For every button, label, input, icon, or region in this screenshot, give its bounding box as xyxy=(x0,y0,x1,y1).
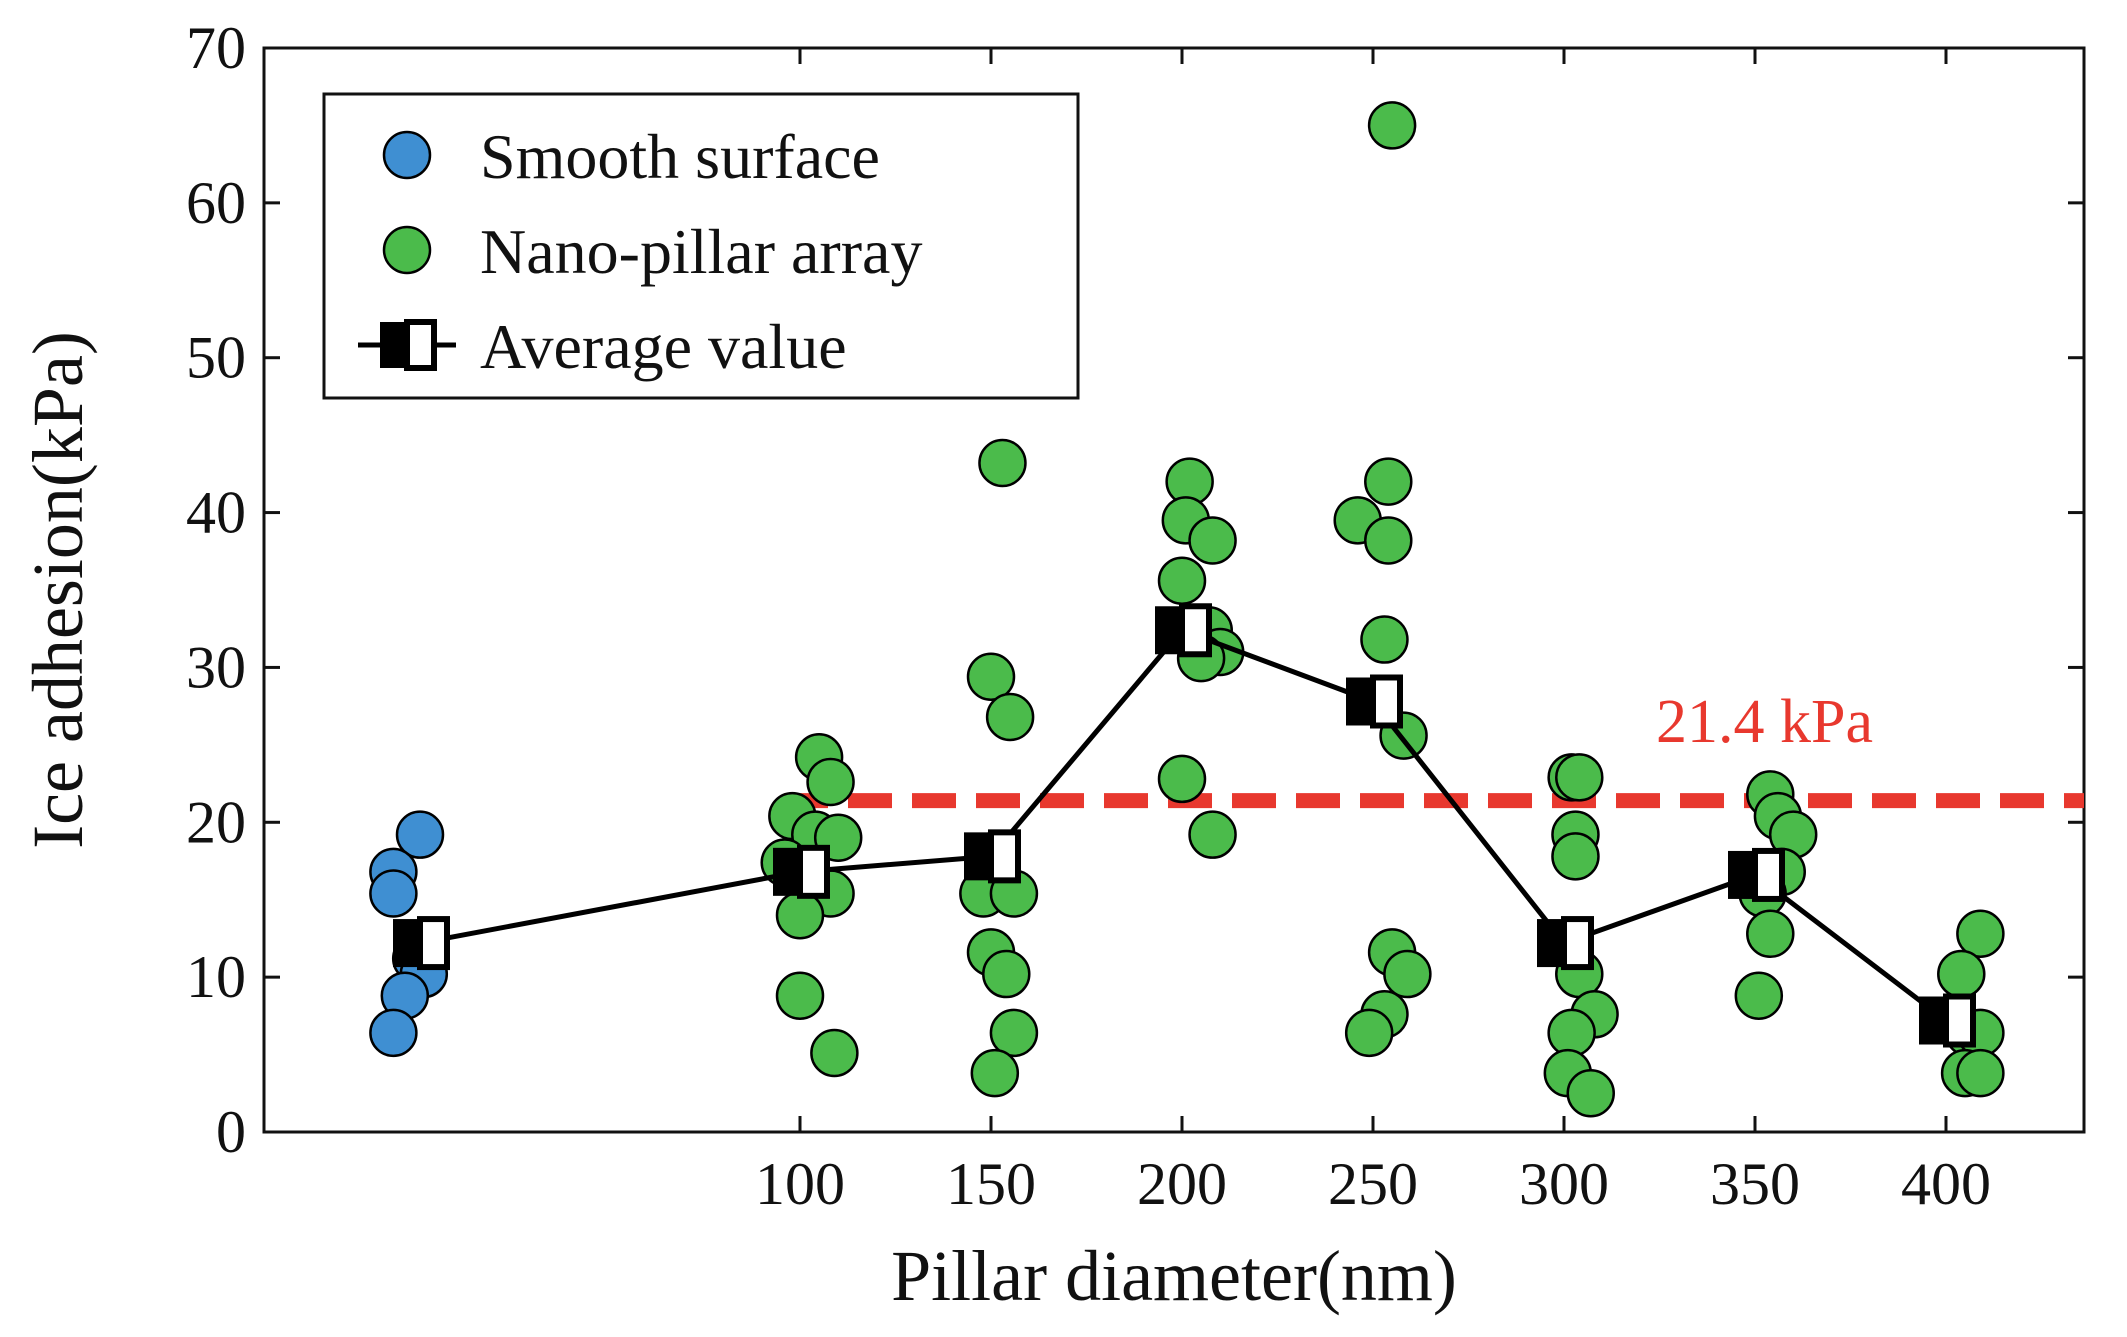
average-marker-left-half xyxy=(1919,996,1946,1045)
average-marker-left-half xyxy=(1346,677,1373,726)
x-tick-label: 350 xyxy=(1710,1151,1800,1217)
average-markers xyxy=(393,603,1976,1048)
average-value-marker xyxy=(773,844,830,899)
nano-pillar-point xyxy=(1188,810,1237,859)
nano-pillar-point xyxy=(985,692,1035,742)
y-tick-label: 70 xyxy=(186,15,246,81)
nano-pillar-point xyxy=(810,1028,859,1078)
y-tick-label: 40 xyxy=(186,480,246,546)
y-tick-label: 60 xyxy=(186,170,246,236)
average-line xyxy=(419,627,1948,1023)
average-marker-right-half xyxy=(988,829,1021,884)
x-tick-label: 300 xyxy=(1519,1151,1609,1217)
x-axis-title: Pillar diameter(nm) xyxy=(891,1236,1457,1316)
y-tick-label: 0 xyxy=(216,1099,246,1165)
smooth-surface-point xyxy=(395,810,445,859)
nano-pillar-point xyxy=(1364,457,1413,506)
x-tick-label: 250 xyxy=(1328,1151,1418,1217)
x-tick-label: 400 xyxy=(1901,1151,1991,1217)
nano-pillar-point xyxy=(1551,832,1600,881)
legend: Smooth surface Nano-pillar array Average… xyxy=(322,92,1080,400)
nano-pillar-points xyxy=(760,101,2005,1118)
nano-pillar-point xyxy=(1956,909,2005,959)
nano-pillar-point xyxy=(1547,1008,1596,1058)
reference-line-label: 21.4 kPa xyxy=(1656,688,1873,756)
nano-pillar-point xyxy=(1364,516,1413,565)
average-marker-right-half xyxy=(1370,674,1403,729)
y-tick-label: 10 xyxy=(186,944,246,1010)
average-value-marker xyxy=(1346,674,1403,729)
average-marker-right-half xyxy=(1752,847,1785,902)
nano-pillar-point xyxy=(1956,1048,2005,1098)
legend-pillar-marker xyxy=(382,225,432,275)
average-value-marker xyxy=(1537,916,1594,971)
nano-pillar-point xyxy=(989,1008,1039,1058)
nano-pillar-point xyxy=(1360,615,1409,664)
average-marker-right-half xyxy=(797,844,830,899)
average-marker-left-half xyxy=(773,847,800,896)
average-marker-left-half xyxy=(964,832,991,881)
nano-pillar-point xyxy=(1188,516,1237,565)
average-value-marker xyxy=(393,916,450,971)
y-tick-label: 20 xyxy=(186,789,246,855)
x-tick-label: 150 xyxy=(946,1151,1036,1217)
nano-pillar-point xyxy=(1937,949,1986,999)
legend-smooth-label: Smooth surface xyxy=(480,121,880,192)
average-marker-left-half xyxy=(1537,919,1564,968)
average-marker-right-half xyxy=(1943,993,1976,1048)
nano-pillar-point xyxy=(1157,754,1207,804)
average-value-marker xyxy=(1919,993,1976,1048)
nano-pillar-point xyxy=(1566,1069,1615,1118)
nano-pillar-point xyxy=(978,438,1027,488)
smooth-surface-point xyxy=(369,1008,418,1058)
average-marker-left-half xyxy=(393,919,420,968)
average-value-line xyxy=(419,627,1948,1023)
legend-average-marker-right xyxy=(404,319,437,371)
nano-pillar-point xyxy=(775,890,825,940)
nano-pillar-point xyxy=(1367,101,1417,150)
legend-smooth-marker xyxy=(382,130,432,180)
nano-pillar-point xyxy=(1344,1008,1394,1058)
nano-pillar-point xyxy=(1157,556,1207,605)
average-marker-left-half xyxy=(1728,850,1755,899)
average-marker-right-half xyxy=(1179,603,1212,658)
average-value-marker xyxy=(964,829,1021,884)
y-axis-title: Ice adhesion(kPa) xyxy=(18,331,98,849)
nano-pillar-point xyxy=(1734,971,1784,1020)
nano-pillar-point xyxy=(1383,949,1432,999)
y-tick-label: 50 xyxy=(186,325,246,391)
y-axis-ticks: 0 10 20 30 40 50 60 70 xyxy=(186,15,2084,1165)
y-tick-label: 30 xyxy=(186,634,246,700)
average-value-marker xyxy=(1155,603,1212,658)
nano-pillar-point xyxy=(775,971,825,1020)
x-tick-label: 200 xyxy=(1137,1151,1227,1217)
nano-pillar-point xyxy=(970,1048,1020,1098)
nano-pillar-point xyxy=(966,652,1016,701)
nano-pillar-point xyxy=(806,757,855,807)
nano-pillar-point xyxy=(1555,753,1604,802)
average-marker-right-half xyxy=(417,916,450,971)
legend-average-marker-left xyxy=(380,322,407,368)
x-tick-label: 100 xyxy=(755,1151,845,1217)
legend-average-label: Average value xyxy=(480,311,847,382)
nano-pillar-point xyxy=(982,949,1031,999)
x-axis-ticks: 100 150 200 250 300 350 400 xyxy=(755,48,1991,1217)
average-marker-left-half xyxy=(1155,606,1182,655)
average-value-marker xyxy=(1728,847,1785,902)
plot-frame xyxy=(262,46,2086,1134)
average-marker-right-half xyxy=(1561,916,1594,971)
nano-pillar-point xyxy=(1746,909,1795,959)
smooth-surface-point xyxy=(369,869,418,918)
legend-pillar-label: Nano-pillar array xyxy=(480,216,922,287)
